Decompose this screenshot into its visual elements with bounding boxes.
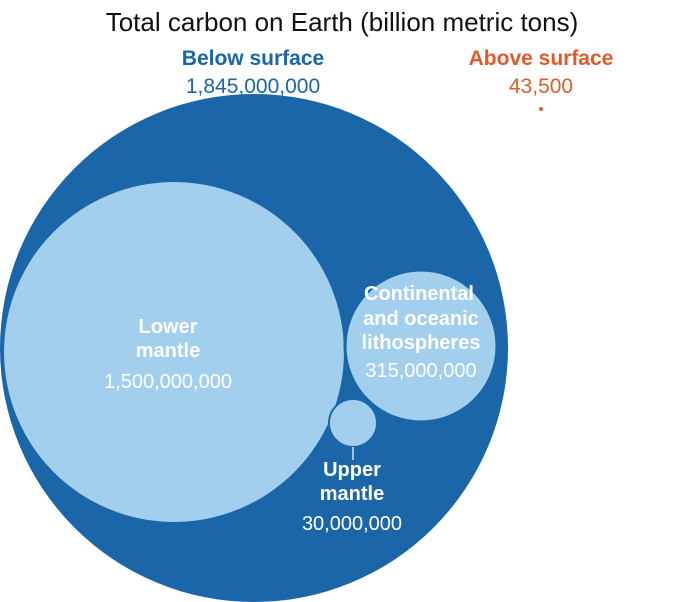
upper-mantle-label-line-1: Upper bbox=[323, 459, 381, 481]
above-surface-value: 43,500 bbox=[509, 75, 573, 98]
lithospheres-bubble bbox=[343, 268, 499, 424]
below-surface-header: Below surface 1,845,000,000 bbox=[182, 47, 324, 98]
lithospheres-label-line-2: and oceanic bbox=[363, 308, 479, 330]
above-surface-label: Above surface bbox=[469, 47, 614, 70]
upper-mantle-label-group: Upper mantle 30,000,000 bbox=[302, 459, 402, 535]
upper-mantle-label-line-2: mantle bbox=[320, 483, 384, 505]
lithospheres-label-group: Continental and oceanic lithospheres 315… bbox=[362, 283, 481, 382]
above-surface-bubble bbox=[539, 107, 543, 111]
lower-mantle-label-line-2: mantle bbox=[136, 340, 200, 362]
lithospheres-label-line-1: Continental bbox=[364, 283, 474, 305]
below-surface-value: 1,845,000,000 bbox=[186, 75, 320, 98]
lower-mantle-label-line-1: Lower bbox=[139, 316, 198, 338]
lower-mantle-label-group: Lower mantle 1,500,000,000 bbox=[104, 316, 232, 393]
above-surface-header: Above surface 43,500 bbox=[469, 47, 614, 98]
lower-mantle-bubble bbox=[4, 182, 344, 522]
lithospheres-value: 315,000,000 bbox=[365, 360, 476, 382]
upper-mantle-bubble bbox=[328, 398, 378, 448]
lithospheres-label-line-3: lithospheres bbox=[362, 332, 481, 354]
chart-title: Total carbon on Earth (billion metric to… bbox=[106, 7, 579, 37]
lower-mantle-value: 1,500,000,000 bbox=[104, 371, 232, 393]
upper-mantle-value: 30,000,000 bbox=[302, 513, 402, 535]
below-surface-label: Below surface bbox=[182, 47, 324, 70]
